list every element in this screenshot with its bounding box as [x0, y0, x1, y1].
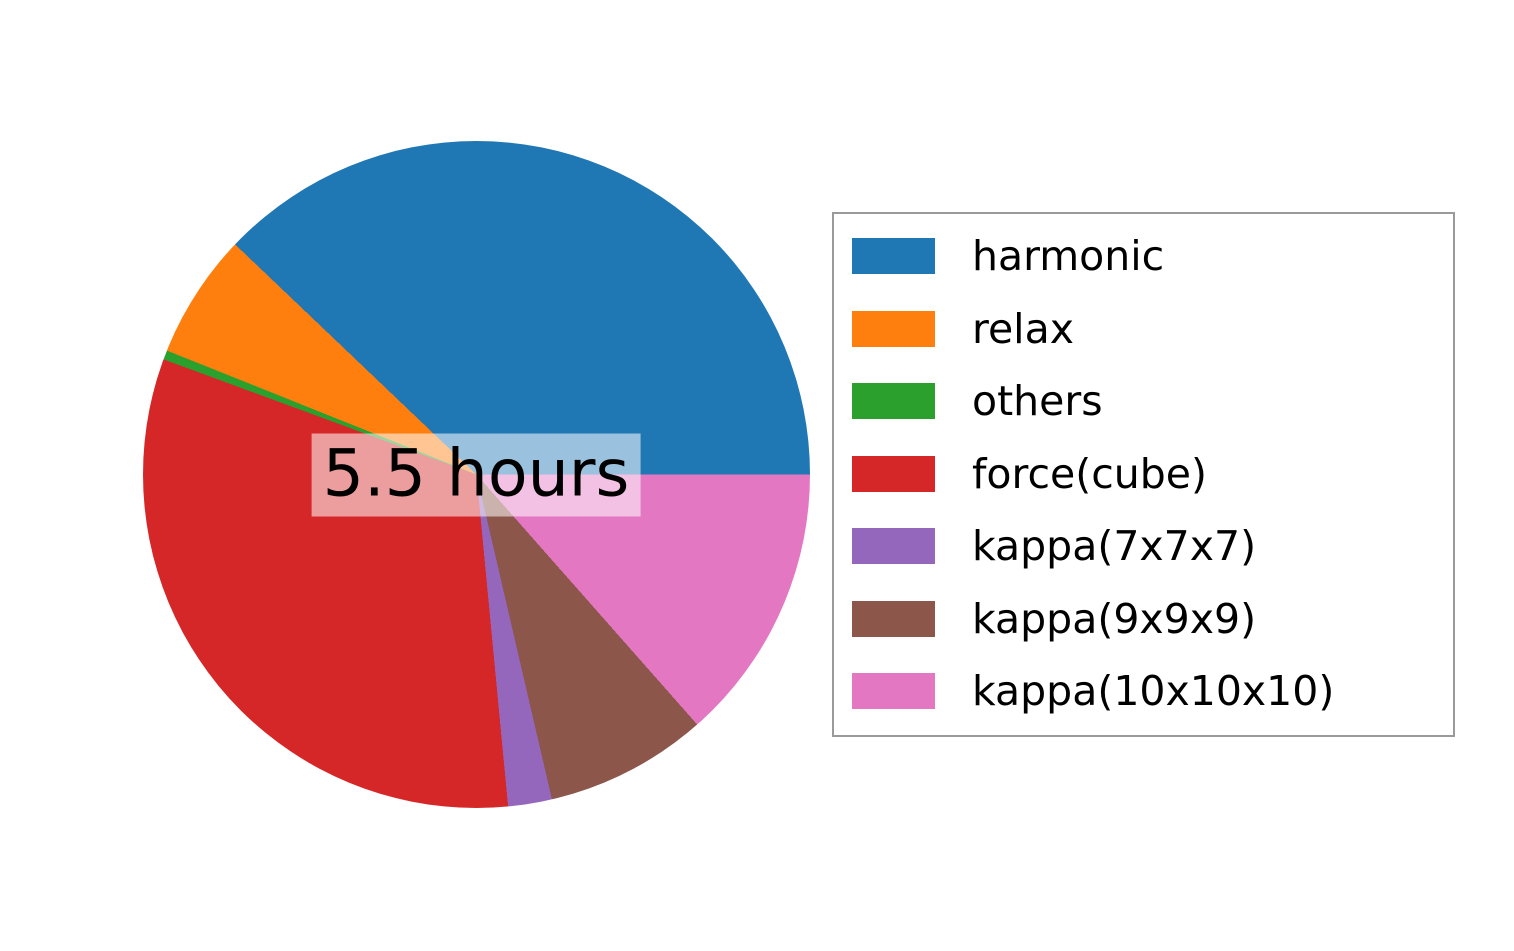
legend-label: others [972, 377, 1103, 426]
legend-label: kappa(7x7x7) [972, 522, 1257, 571]
legend-label: relax [972, 304, 1074, 353]
legend-row: kappa(7x7x7) [834, 510, 1453, 583]
legend-label: kappa(9x9x9) [972, 594, 1257, 643]
legend-label: harmonic [972, 232, 1165, 281]
legend-swatch [852, 238, 935, 275]
legend-label: kappa(10x10x10) [972, 667, 1335, 716]
pie-center-label: 5.5 hours [311, 433, 641, 517]
legend-swatch [852, 528, 935, 565]
legend-row: harmonic [834, 220, 1453, 293]
legend-row: kappa(9x9x9) [834, 583, 1453, 656]
legend-swatch [852, 673, 935, 710]
legend-row: force(cube) [834, 438, 1453, 511]
legend-row: relax [834, 293, 1453, 366]
legend-swatch [852, 455, 935, 492]
legend-swatch [852, 383, 935, 420]
legend-row: others [834, 365, 1453, 438]
legend-row: kappa(10x10x10) [834, 655, 1453, 728]
legend-swatch [852, 310, 935, 347]
legend: harmonic relax others force(cube) kappa(… [832, 212, 1455, 737]
legend-label: force(cube) [972, 449, 1208, 498]
legend-swatch [852, 600, 935, 637]
